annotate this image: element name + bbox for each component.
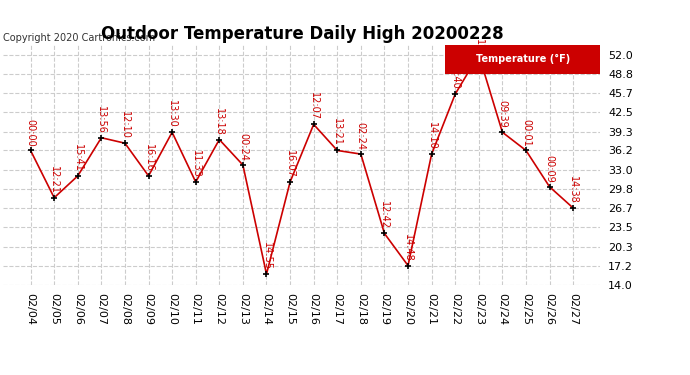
- Text: 11:33: 11:33: [190, 150, 201, 178]
- Text: 13:18: 13:18: [215, 108, 224, 135]
- Text: 16:16: 16:16: [144, 144, 154, 172]
- Text: 00:00: 00:00: [26, 118, 36, 146]
- Text: 13:21: 13:21: [333, 118, 342, 146]
- Text: 00:09: 00:09: [544, 155, 555, 183]
- Text: 13:30: 13:30: [167, 100, 177, 128]
- Title: Outdoor Temperature Daily High 20200228: Outdoor Temperature Daily High 20200228: [101, 26, 503, 44]
- Text: 14:40: 14:40: [450, 62, 460, 90]
- Text: 12:21: 12:21: [49, 165, 59, 194]
- Text: 00:01: 00:01: [521, 118, 531, 146]
- Text: 12:10: 12:10: [120, 111, 130, 139]
- Text: 12:07: 12:07: [308, 92, 319, 120]
- Text: 16:07: 16:07: [285, 150, 295, 178]
- Text: 12:42: 12:42: [380, 201, 389, 229]
- Text: 1?: 1?: [474, 39, 484, 51]
- Text: 14:55: 14:55: [262, 242, 271, 270]
- Text: 13:56: 13:56: [97, 106, 106, 134]
- Text: 14:10: 14:10: [426, 122, 437, 150]
- Text: 14:48: 14:48: [403, 234, 413, 261]
- Text: 09:39: 09:39: [497, 100, 507, 128]
- Text: Copyright 2020 Cartronics.com: Copyright 2020 Cartronics.com: [3, 33, 155, 43]
- Text: 14:38: 14:38: [568, 176, 578, 204]
- Text: 02:24: 02:24: [356, 122, 366, 150]
- Text: 15:41: 15:41: [72, 144, 83, 172]
- Text: 00:24: 00:24: [238, 133, 248, 161]
